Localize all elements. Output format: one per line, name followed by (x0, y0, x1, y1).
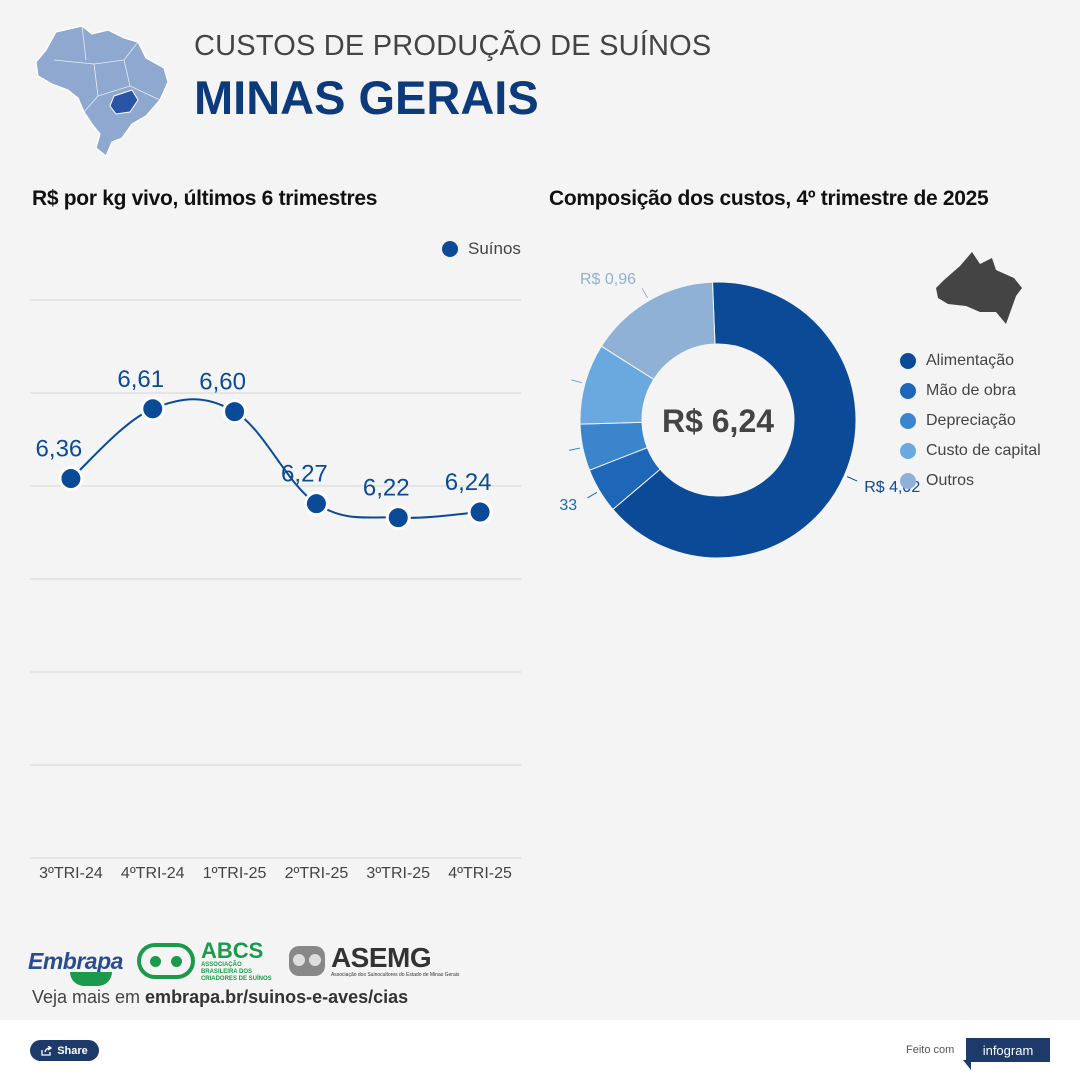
donut-slice (600, 281, 716, 381)
line-chart-legend: Suínos (442, 239, 521, 259)
share-button[interactable]: Share (30, 1040, 99, 1061)
legend-label: Custo de capital (926, 442, 1041, 459)
legend-item: Outros (900, 466, 1041, 496)
legend-item: Custo de capital (900, 436, 1041, 466)
abcs-logo: ABCS ASSOCIAÇÃO BRASILEIRA DOS CRIADORES… (136, 939, 275, 983)
slice-leader (571, 379, 583, 384)
asemg-logo: ASEMG Associação dos Suinocultores do Es… (288, 944, 459, 978)
data-label: 6,61 (117, 366, 164, 393)
data-label: 6,22 (363, 475, 410, 502)
legend-label: Suínos (468, 239, 521, 258)
legend-item: Alimentação (900, 346, 1041, 376)
infogram-logo[interactable]: infogram (966, 1038, 1050, 1062)
donut-legend: Alimentação Mão de obra Depreciação Custo d… (900, 346, 1041, 496)
footer-bar: Share Feito com infogram (0, 1020, 1080, 1080)
page-title: MINAS GERAIS (194, 71, 539, 124)
legend-swatch (900, 473, 916, 489)
data-label: 6,27 (281, 461, 328, 488)
share-icon (41, 1045, 53, 1056)
embrapa-logo: Embrapa (28, 948, 123, 986)
data-point (303, 491, 329, 517)
slice-label: R$ 0,33 (560, 497, 577, 514)
data-label: 6,60 (199, 369, 246, 396)
donut-chart-title: Composição dos custos, 4º trimestre de 2… (549, 187, 989, 210)
legend-label: Alimentação (926, 352, 1015, 369)
legend-swatch (900, 413, 916, 429)
more-info-text: Veja mais em embrapa.br/suinos-e-aves/ci… (32, 987, 409, 1007)
legend-item: Mão de obra (900, 376, 1041, 406)
x-tick-label: 2ºTRI-25 (285, 865, 349, 882)
x-tick-label: 3ºTRI-24 (39, 865, 103, 882)
donut-slice (612, 281, 857, 559)
data-label: 6,36 (36, 436, 83, 463)
legend-label: Mão de obra (926, 382, 1016, 399)
line-chart-title: R$ por kg vivo, últimos 6 trimestres (32, 187, 378, 210)
slice-leader (587, 491, 598, 499)
partner-logos: Embrapa ABCS ASSOCIAÇÃO BRASILEIRA DOS C… (28, 938, 459, 986)
brazil-map-icon (35, 25, 169, 157)
slice-leader (846, 476, 858, 482)
legend-item: Depreciação (900, 406, 1041, 436)
x-tick-label: 3ºTRI-25 (366, 865, 430, 882)
more-info-link[interactable]: embrapa.br/suinos-e-aves/cias (145, 987, 409, 1007)
data-point (58, 466, 84, 492)
donut-center-label: R$ 6,24 (662, 403, 774, 439)
x-tick-label: 1ºTRI-25 (203, 865, 267, 882)
made-with-label: Feito com (906, 1044, 955, 1056)
line-chart: 6,36 6,61 6,60 6,27 6,22 6,24 3ºTRI-24 4ºTRI-24… (30, 299, 521, 882)
x-tick-label: 4ºTRI-24 (121, 865, 185, 882)
legend-swatch (900, 443, 916, 459)
slice-leader (641, 288, 648, 299)
legend-swatch (442, 241, 458, 257)
x-tick-label: 4ºTRI-25 (448, 865, 512, 882)
slice-label: R$ 0,96 (580, 271, 636, 288)
data-point (222, 399, 248, 425)
legend-swatch (900, 353, 916, 369)
donut-chart: R$ 4,02R$ 0,33R$ 0,34R$ 0,59R$ 0,96R$ 6,… (560, 271, 920, 559)
pig-icon (936, 252, 1022, 324)
slice-leader (568, 447, 580, 451)
legend-swatch (900, 383, 916, 399)
legend-label: Depreciação (926, 412, 1016, 429)
page-subtitle: CUSTOS DE PRODUÇÃO DE SUÍNOS (194, 30, 712, 62)
legend-label: Outros (926, 472, 975, 489)
series-line (70, 398, 481, 519)
data-point (467, 499, 493, 525)
data-point (140, 396, 166, 422)
data-point (385, 505, 411, 531)
data-label: 6,24 (445, 469, 492, 496)
